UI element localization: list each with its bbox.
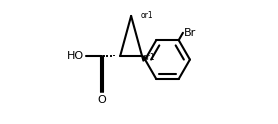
Text: O: O (98, 95, 106, 105)
Text: Br: Br (183, 28, 196, 38)
Text: or1: or1 (143, 53, 155, 62)
Polygon shape (142, 56, 147, 61)
Text: or1: or1 (141, 11, 153, 20)
Text: HO: HO (67, 51, 85, 61)
